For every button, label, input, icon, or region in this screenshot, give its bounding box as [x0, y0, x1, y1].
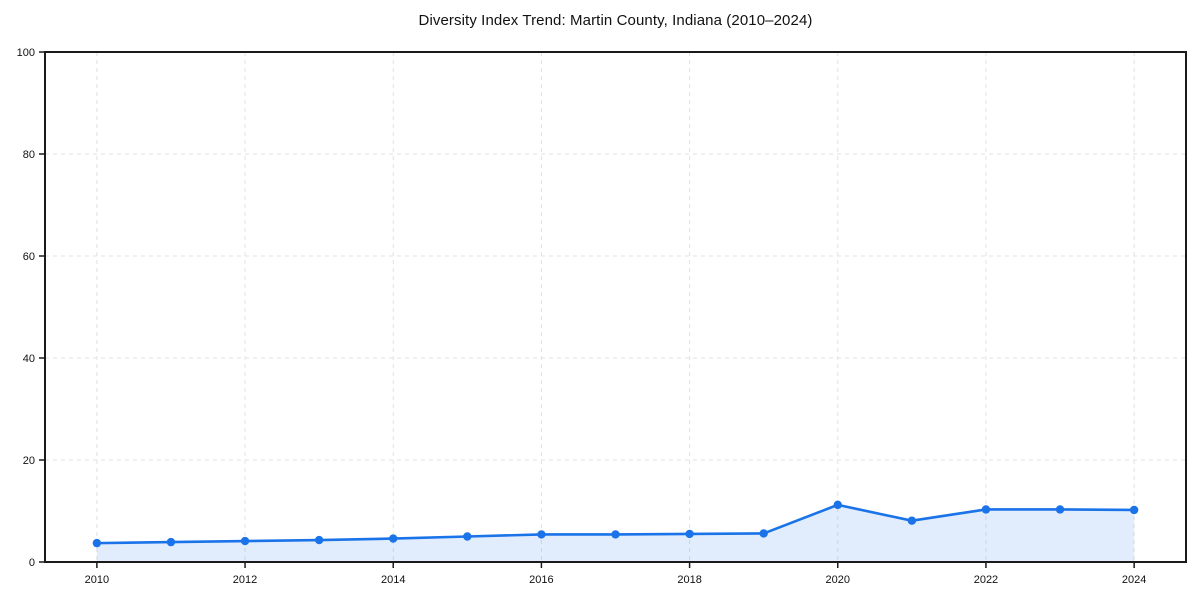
data-point-marker [1055, 505, 1065, 514]
x-axis-tick-label: 2018 [677, 574, 701, 586]
y-axis-tick-label: 40 [23, 353, 35, 365]
data-point-marker [907, 516, 917, 525]
chart-title: Diversity Index Trend: Martin County, In… [418, 12, 813, 29]
x-axis-tick-label: 2014 [381, 574, 405, 586]
y-axis-tick-label: 100 [17, 47, 35, 59]
x-axis-tick-label: 2024 [1122, 574, 1146, 586]
data-point-marker [314, 535, 324, 545]
data-point-marker [92, 538, 102, 548]
x-axis-tick-label: 2010 [85, 574, 109, 586]
x-axis-tick-label: 2016 [529, 574, 553, 586]
data-point-marker [389, 534, 398, 543]
data-point-marker [537, 530, 546, 539]
data-point-marker [685, 529, 694, 539]
x-axis-tick-label: 2012 [233, 574, 257, 586]
y-axis-tick-label: 0 [29, 557, 35, 569]
data-point-marker [833, 500, 842, 510]
data-point-marker [463, 532, 472, 541]
data-point-marker [1129, 505, 1139, 515]
data-point-marker [981, 505, 991, 514]
x-axis-tick-label: 2020 [826, 574, 850, 586]
data-point-marker [759, 529, 768, 538]
data-point-marker [166, 537, 176, 547]
data-point-marker [611, 530, 620, 539]
data-point-marker [240, 536, 250, 546]
x-axis-tick-label: 2022 [974, 574, 998, 586]
y-axis-tick-label: 20 [23, 455, 35, 467]
y-axis-tick-label: 60 [23, 251, 35, 263]
y-axis-tick-label: 80 [23, 149, 35, 161]
area-fill [96, 504, 1135, 562]
plot-border [44, 51, 1187, 563]
